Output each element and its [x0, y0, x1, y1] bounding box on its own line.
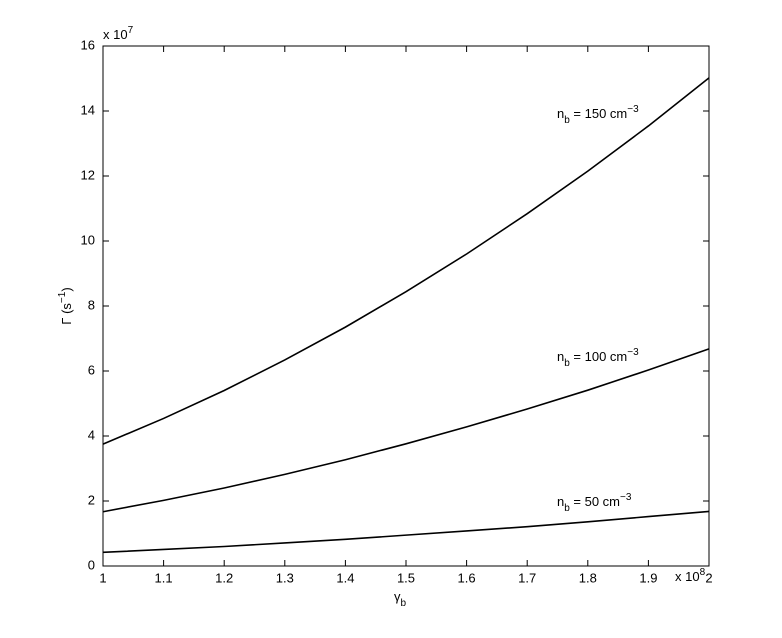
x-axis-label-part: b: [400, 598, 406, 609]
series-label-part: n: [557, 349, 564, 364]
series-label-part: n: [557, 106, 564, 121]
x-exponent-part: x 10: [675, 569, 700, 584]
y-tick-label: 6: [88, 362, 95, 377]
x-tick-label: 1.7: [518, 570, 536, 585]
series-label-part: n: [557, 494, 564, 509]
x-tick-label: 2: [705, 570, 712, 585]
x-axis-label: γb: [394, 589, 407, 609]
series-label: nb = 150 cm−3: [557, 104, 639, 126]
plot-area: [102, 45, 710, 567]
y-tick-label: 16: [81, 37, 95, 52]
series-label-part: = 50 cm: [570, 494, 620, 509]
y-tick-label: 4: [88, 427, 95, 442]
series-label-part: −3: [627, 104, 639, 115]
series-label-part: b: [564, 115, 570, 126]
y-exponent: x 107: [103, 25, 134, 42]
y-tick-label: 0: [88, 557, 95, 572]
series-label: nb = 100 cm−3: [557, 347, 639, 369]
x-tick-label: 1.2: [215, 570, 233, 585]
x-tick-label: 1.9: [639, 570, 657, 585]
y-tick-label: 14: [81, 102, 95, 117]
y-tick-label: 10: [81, 232, 95, 247]
x-tick-label: 1.1: [155, 570, 173, 585]
x-tick-label: 1.6: [458, 570, 476, 585]
series-label-part: = 150 cm: [570, 106, 627, 121]
y-exponent-part: 7: [128, 25, 134, 36]
x-tick-label: 1.8: [579, 570, 597, 585]
y-tick-label: 12: [81, 167, 95, 182]
series-line: [102, 348, 710, 513]
series-line: [102, 77, 710, 445]
series-label-part: = 100 cm: [570, 349, 627, 364]
x-axis-label-part: γ: [394, 589, 401, 604]
y-axis-label-part: ): [59, 287, 74, 291]
x-exponent: x 108: [675, 567, 706, 584]
x-exponent-part: 8: [700, 567, 706, 578]
y-exponent-part: x 10: [103, 27, 128, 42]
x-tick-label: 1: [99, 570, 106, 585]
y-tick-label: 2: [88, 492, 95, 507]
series-label-part: −3: [620, 492, 632, 503]
series-label-part: b: [564, 358, 570, 369]
series-label-part: b: [564, 503, 570, 514]
x-tick-label: 1.5: [397, 570, 415, 585]
x-tick-label: 1.3: [276, 570, 294, 585]
y-axis-label-part: Γ (s: [59, 303, 74, 325]
y-axis-label: Γ (s−1): [57, 287, 74, 324]
series-label-part: −3: [627, 347, 639, 358]
y-tick-label: 8: [88, 297, 95, 312]
x-tick-label: 1.4: [336, 570, 354, 585]
series-label: nb = 50 cm−3: [557, 492, 632, 514]
y-axis-label-part: −1: [57, 291, 68, 303]
series-line: [102, 510, 710, 554]
